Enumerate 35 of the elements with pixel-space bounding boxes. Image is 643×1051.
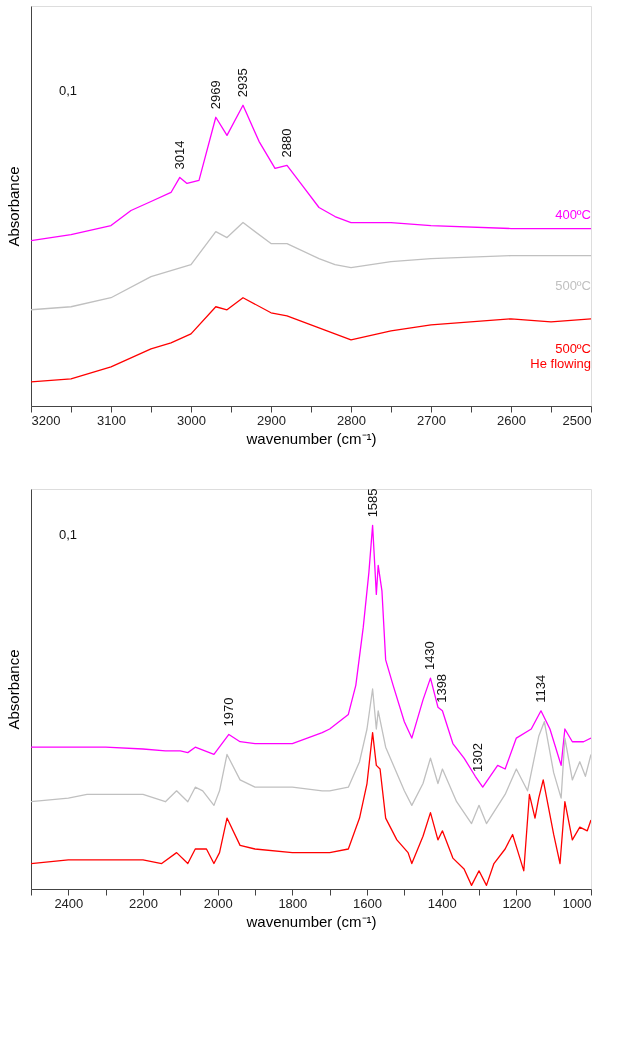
x-tick-label: 2000: [203, 895, 233, 911]
x-tick-label: 2800: [337, 412, 366, 428]
x-tick-label: 1800: [278, 895, 308, 911]
x-tick-label: 2600: [497, 412, 526, 428]
x-axis-title: wavenumber (cm⁻¹): [245, 912, 377, 930]
annotation: 1302: [470, 742, 486, 772]
x-tick-label: 2200: [129, 895, 158, 911]
annotation: 0,1: [59, 527, 78, 543]
annotation: 1585: [364, 488, 380, 518]
series-label: 500ºC He flowing: [530, 340, 591, 371]
x-tick-label: 2400: [54, 895, 84, 911]
x-tick-label: 3000: [177, 412, 206, 428]
annotation: 1430: [422, 641, 438, 671]
annotation: 2969: [207, 80, 223, 110]
x-tick-label: 1600: [353, 895, 382, 911]
x-tick-label: 1000: [562, 895, 592, 911]
annotation: 2880: [279, 128, 294, 158]
y-axis-title: Absorbance: [4, 166, 22, 247]
x-tick-label: 2500: [562, 412, 592, 428]
x-tick-label: 3200: [31, 412, 61, 428]
x-tick-label: 3100: [97, 412, 126, 428]
x-tick-label: 1200: [502, 895, 532, 911]
annotation: 1398: [434, 673, 450, 703]
x-axis-title: wavenumber (cm⁻¹): [245, 429, 377, 447]
text: 0,1: [59, 82, 78, 98]
x-tick-label: 2700: [417, 412, 446, 428]
x-tick-label: 1400: [427, 895, 457, 911]
annotation: 2935: [235, 68, 250, 98]
series-label: 500ºC: [555, 277, 591, 293]
series-label: 400ºC: [555, 206, 591, 222]
y-axis-title: Absorbance: [4, 649, 22, 730]
x-tick-label: 2900: [257, 412, 286, 428]
annotation: 1970: [220, 697, 236, 727]
annotation: 1134: [532, 674, 548, 703]
annotation: 3014: [171, 140, 187, 170]
